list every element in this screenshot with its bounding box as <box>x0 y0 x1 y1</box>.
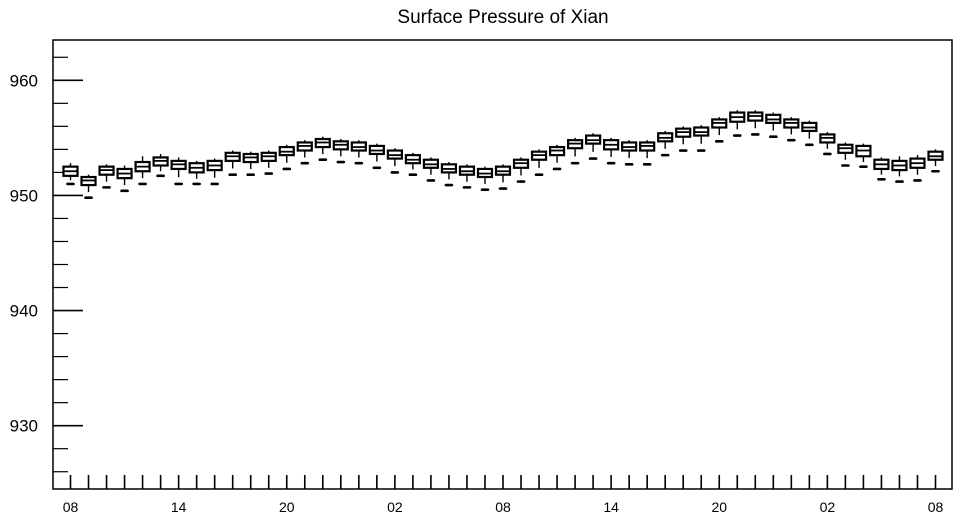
box-plot <box>819 132 836 156</box>
box-plot <box>927 149 944 173</box>
box-plot <box>512 157 530 183</box>
box-plot <box>873 157 890 181</box>
x-tick-label: 20 <box>711 499 727 515</box>
box-plot <box>386 148 403 174</box>
box-plot <box>170 157 187 186</box>
box-plot <box>855 143 872 168</box>
y-tick-label: 960 <box>10 71 38 90</box>
box-plot <box>242 151 259 176</box>
box-plot <box>657 130 674 157</box>
x-tick-label: 02 <box>387 499 403 515</box>
box-plot <box>206 158 223 186</box>
box-plot <box>188 160 205 186</box>
box-plot <box>440 162 458 187</box>
box-plot-series <box>62 110 944 200</box>
box-plot <box>332 139 349 164</box>
box-plot <box>80 174 97 200</box>
box-plot <box>134 156 151 186</box>
box-plot <box>494 164 512 190</box>
box-plot <box>711 117 728 143</box>
box-plot <box>837 142 854 167</box>
box-plot <box>422 157 440 182</box>
box-plot <box>368 143 385 170</box>
box-plot <box>296 140 313 165</box>
box-plot <box>621 140 638 166</box>
box-plot <box>350 140 367 165</box>
chart-title: Surface Pressure of Xian <box>397 7 608 28</box>
box-plot <box>675 126 692 152</box>
box-plot <box>62 163 79 186</box>
box-plot <box>458 164 476 189</box>
box-plot <box>476 166 494 191</box>
y-axis: 930 940 950 960 <box>10 56 83 473</box>
box-plot <box>603 137 620 165</box>
x-tick-label: 02 <box>820 499 836 515</box>
box-plot <box>909 155 926 182</box>
box-plot <box>801 120 818 147</box>
x-tick-label: 14 <box>171 499 187 515</box>
plot-frame <box>52 39 953 490</box>
x-tick-label: 08 <box>63 499 79 515</box>
box-plot <box>260 150 277 175</box>
box-plot <box>639 140 656 166</box>
box-plot <box>566 137 584 165</box>
box-plot <box>278 144 295 171</box>
box-plot <box>404 152 421 176</box>
box-plot <box>116 165 133 193</box>
x-tick-label: 08 <box>495 499 511 515</box>
box-plot <box>548 144 566 171</box>
box-plot <box>98 164 115 189</box>
x-tick-label: 20 <box>279 499 295 515</box>
x-tick-label: 08 <box>928 499 944 515</box>
box-plot <box>765 112 782 139</box>
box-plot <box>314 136 331 162</box>
box-plot <box>585 133 602 160</box>
box-plot <box>152 153 169 178</box>
box-plot <box>891 156 908 183</box>
box-plot <box>224 150 241 176</box>
box-plot <box>693 125 710 152</box>
x-axis: 08 14 20 02 08 14 20 02 08 <box>63 475 944 515</box>
box-plot <box>729 110 746 137</box>
x-tick-label: 14 <box>603 499 619 515</box>
box-plot <box>783 117 800 142</box>
y-tick-label: 930 <box>10 417 38 436</box>
box-plot <box>530 149 548 176</box>
y-tick-label: 940 <box>10 302 38 321</box>
box-plot <box>747 110 764 136</box>
y-tick-label: 950 <box>10 186 38 205</box>
